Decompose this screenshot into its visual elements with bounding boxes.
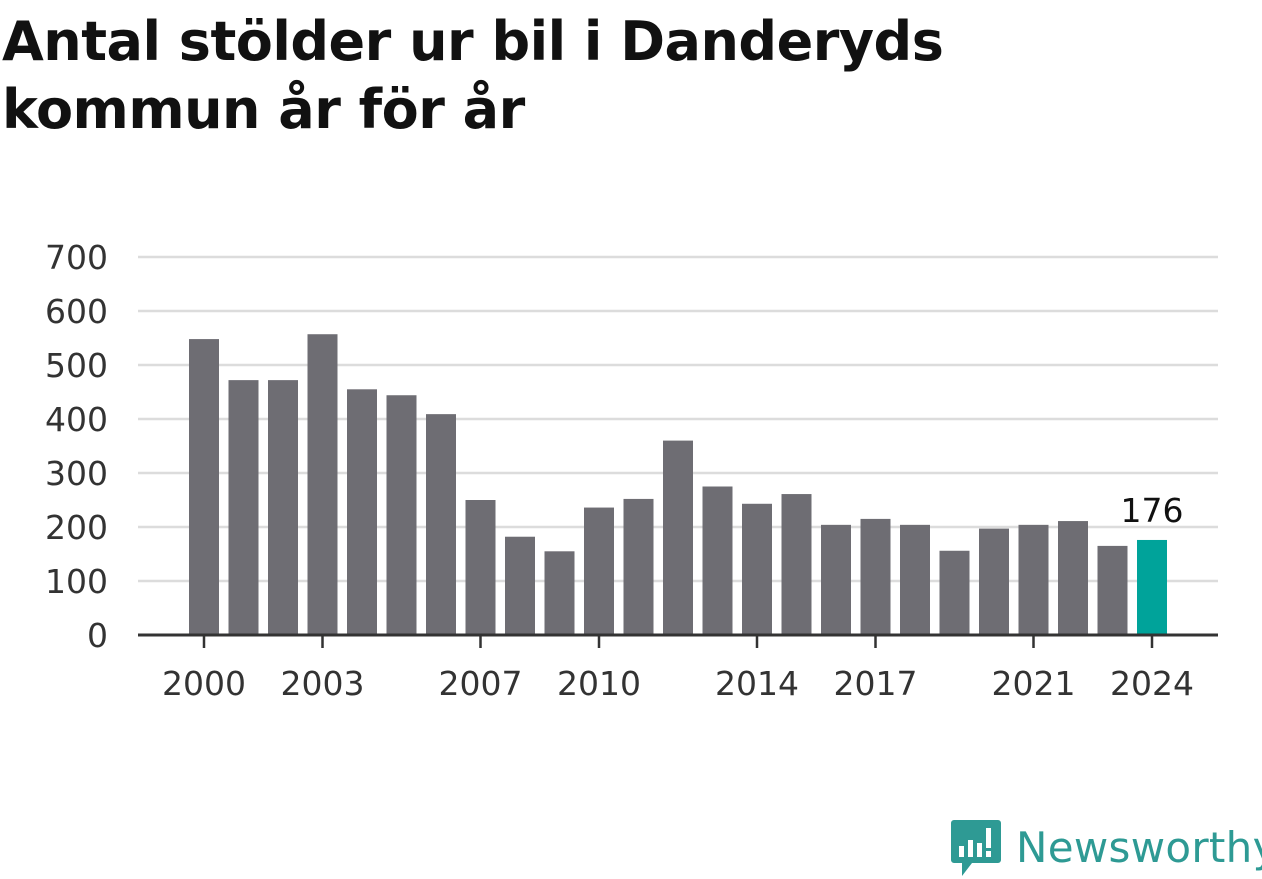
y-tick-label: 100 <box>45 562 108 601</box>
bar-2010 <box>584 507 614 635</box>
bar-2015 <box>781 494 812 635</box>
bar-2000 <box>189 339 219 635</box>
y-tick-label: 0 <box>87 616 108 655</box>
bar-2009 <box>544 551 575 635</box>
bar-2024 <box>1137 539 1167 635</box>
y-tick-label: 400 <box>45 400 108 439</box>
bar-2023 <box>1097 545 1128 635</box>
x-tick-label: 2010 <box>557 664 641 703</box>
bar-2011 <box>623 498 654 635</box>
y-tick-label: 300 <box>45 454 108 493</box>
bar-2012 <box>663 440 693 635</box>
bar-2007 <box>465 500 496 635</box>
bar-2008 <box>505 536 535 635</box>
bar-2003 <box>307 334 338 635</box>
data-label: 176 <box>1121 491 1184 530</box>
bar-2022 <box>1058 521 1088 635</box>
y-tick-label: 600 <box>45 292 108 331</box>
x-tick-label: 2014 <box>715 664 799 703</box>
bar-chart: 0 100 200 300 400 500 600 700 176 2000 2003 2007 201… <box>45 238 1218 703</box>
bar-2016 <box>821 524 851 635</box>
x-tick-label: 2000 <box>162 664 246 703</box>
x-tick-label: 2007 <box>439 664 523 703</box>
x-tick-label: 2021 <box>992 664 1076 703</box>
y-tick-label: 200 <box>45 508 108 547</box>
bar-2006 <box>426 414 456 635</box>
bar-2014 <box>742 503 772 635</box>
x-tick-label: 2017 <box>834 664 918 703</box>
bar-2013 <box>702 486 733 635</box>
bar-2001 <box>228 380 259 635</box>
brand-name: Newsworthy <box>1016 823 1262 872</box>
bar-2020 <box>979 528 1009 635</box>
y-tick-label: 500 <box>45 346 108 385</box>
x-tick-label: 2003 <box>281 664 365 703</box>
brand-logo: Newsworthy <box>950 818 1262 878</box>
bar-2021 <box>1018 524 1049 635</box>
bar-2018 <box>900 524 930 635</box>
bar-2002 <box>268 380 298 635</box>
bar-2019 <box>939 550 970 635</box>
bar-2004 <box>347 389 377 635</box>
x-tick-label: 2024 <box>1110 664 1194 703</box>
bar-2017 <box>860 518 891 635</box>
bar-2005 <box>386 395 417 635</box>
y-tick-label: 700 <box>45 238 108 277</box>
chart-title: Antal stölder ur bil i Danderyds kommun … <box>2 10 944 141</box>
newsworthy-logo-icon <box>951 820 1001 876</box>
